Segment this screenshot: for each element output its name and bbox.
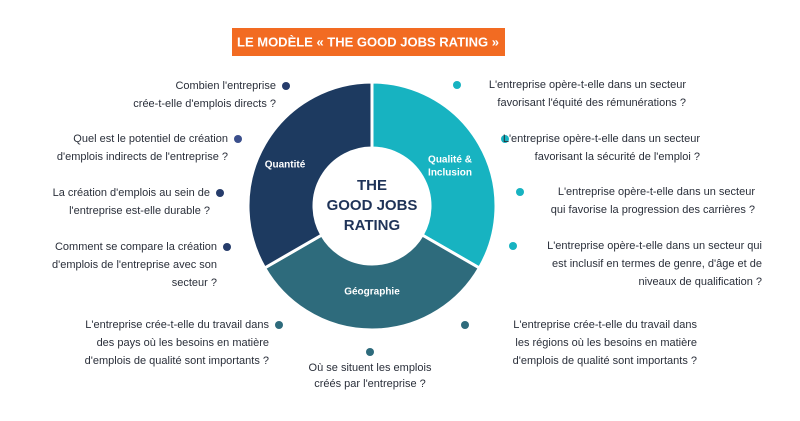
segment-label: Qualité & [428,155,472,166]
question: des pays où les besoins en matière [97,337,269,349]
question: L'entreprise opère-t-elle dans un secteu… [547,240,762,252]
question: Quel est le potentiel de création [73,133,228,145]
donut [246,80,498,332]
question: d'emplois de l'entreprise avec son [52,259,217,271]
question: Comment se compare la création [55,241,217,253]
bullet [366,348,374,356]
segment-quantite [246,80,374,271]
question: favorisant l'équité des rémunérations ? [497,97,686,109]
bullet [453,81,461,89]
segment-label: Inclusion [428,168,472,179]
bullet [461,321,469,329]
segment-label: Quantité [265,160,306,171]
center-title: THE [357,177,387,194]
question: les régions où les besoins en matière [515,337,697,349]
bullet [223,243,231,251]
center-title: RATING [344,217,400,234]
question: favorisant la sécurité de l'emploi ? [535,151,700,163]
labels: THE GOOD JOBS RATING Quantité Qualité & Inclu… [52,79,762,390]
question: qui favorise la progression des carrière… [551,204,755,216]
bullet [216,189,224,197]
question: secteur ? [172,277,217,289]
question: d'emplois de qualité sont importants ? [85,355,269,367]
bullet [275,321,283,329]
question: L'entreprise crée-t-elle du travail dans [513,319,697,331]
question: l'entreprise est-elle durable ? [69,205,210,217]
question: L'entreprise crée-t-elle du travail dans [85,319,269,331]
segment-label: Géographie [344,287,400,298]
banner-bg [232,28,505,56]
question: d'emplois indirects de l'entreprise ? [57,151,228,163]
bullet [509,242,517,250]
center-title: GOOD JOBS [327,197,418,214]
question: d'emplois de qualité sont importants ? [513,355,697,367]
question: La création d'emplois au sein de [53,187,210,199]
question: Où se situent les emplois [309,362,432,374]
bullet [501,135,509,143]
question: niveaux de qualification ? [638,276,762,288]
question: L'entreprise opère-t-elle dans un secteu… [558,186,755,198]
question: L'entreprise opère-t-elle dans un secteu… [489,79,686,91]
bullet [234,135,242,143]
question: crée-t-elle d'emplois directs ? [133,98,276,110]
bullet [282,82,290,90]
bullet [516,188,524,196]
segment-geographie [262,232,482,332]
question: créés par l'entreprise ? [314,378,426,390]
segment-qualite [370,80,498,271]
question: L'entreprise opère-t-elle dans un secteu… [503,133,700,145]
question: est inclusif en termes de genre, d'âge e… [552,258,762,270]
banner-title: LE MODÈLE « THE GOOD JOBS RATING » [237,34,499,49]
question: Combien l'entreprise [175,80,276,92]
